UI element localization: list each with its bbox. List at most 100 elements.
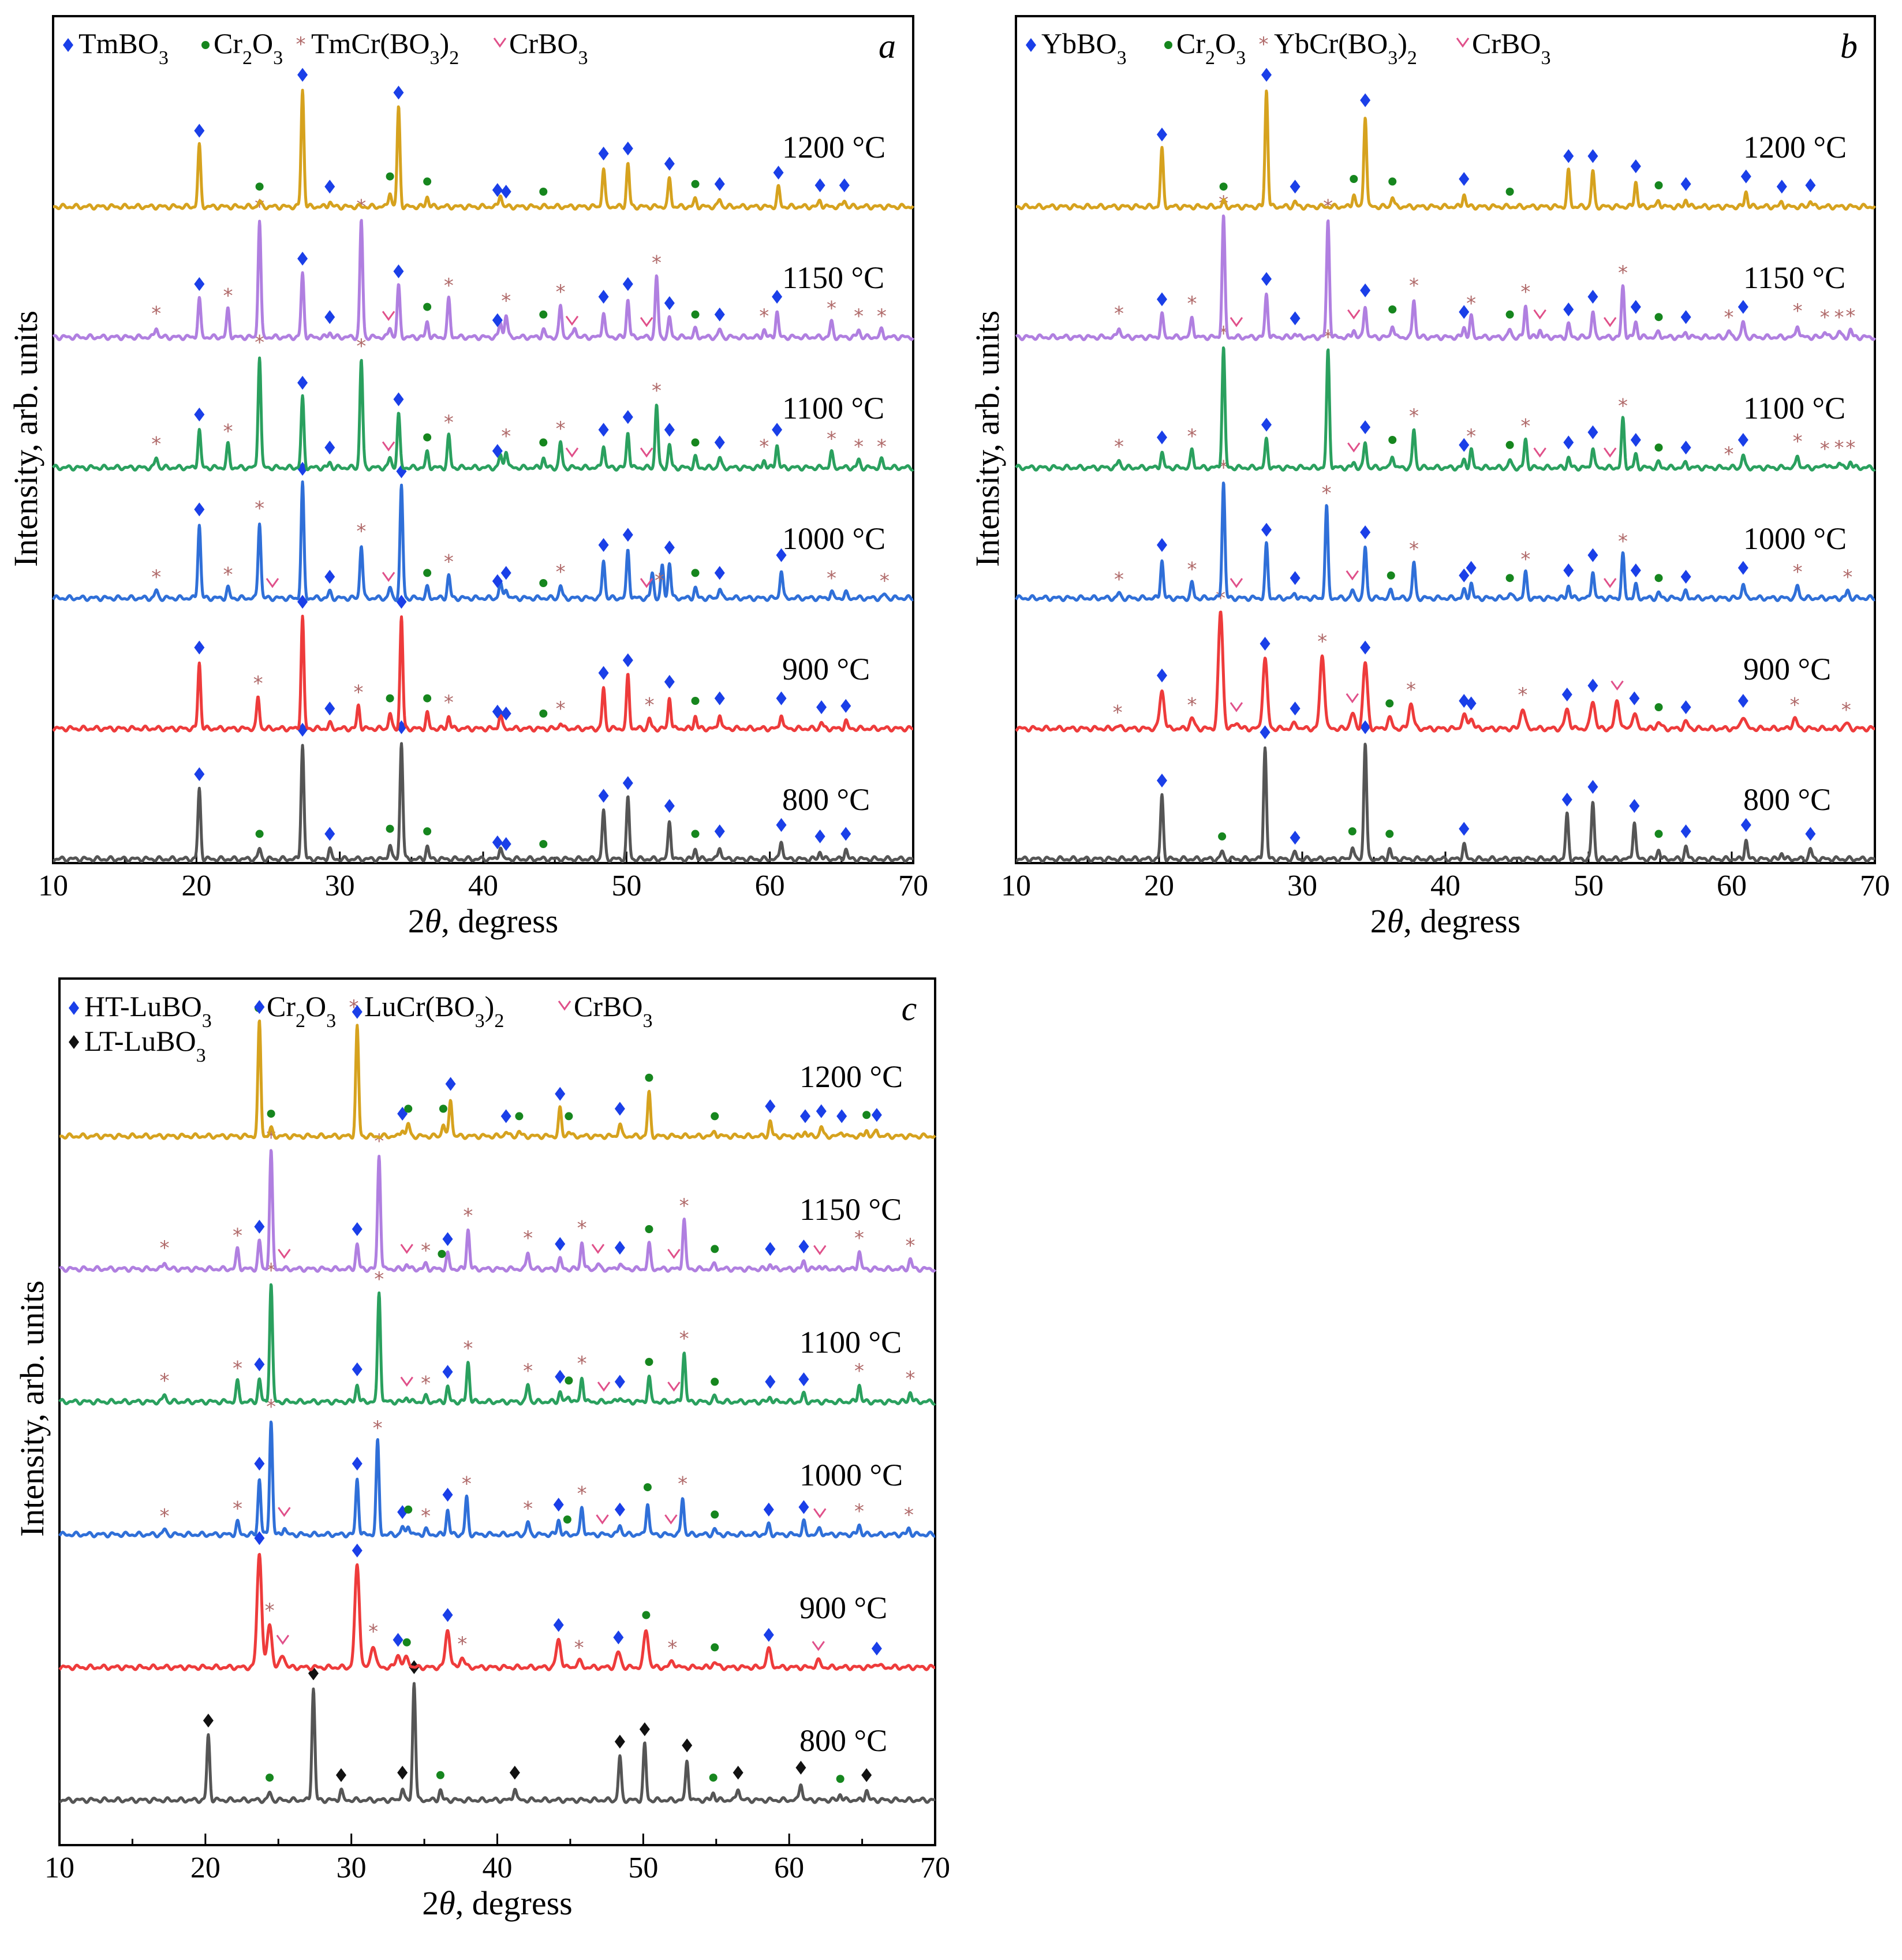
peak-marker (445, 1077, 456, 1091)
peak-marker (1360, 525, 1371, 539)
series-1200: 1200 °C (1015, 68, 1877, 211)
x-axis-label-theta: θ (439, 1884, 455, 1922)
peak-marker (539, 579, 548, 587)
peak-marker (1505, 310, 1514, 319)
peak-marker (492, 835, 503, 850)
peak-marker (1654, 181, 1663, 189)
temperature-label: 1000 °C (782, 521, 885, 556)
peak-marker (423, 433, 432, 442)
y-axis-label: Intensity, arb. units (969, 311, 1006, 567)
peak-marker (254, 1457, 265, 1471)
peak-marker: * (556, 561, 566, 584)
peak-marker: * (679, 1327, 689, 1350)
peak-marker (1261, 272, 1272, 286)
peak-marker (563, 1515, 571, 1524)
peak-marker: * (827, 297, 836, 320)
peak-marker (776, 548, 787, 562)
peak-marker (840, 699, 851, 713)
peak-marker: * (160, 1369, 170, 1392)
series-900: * * * * * * * * 900 °C (1015, 587, 1876, 733)
temperature-label: 1000 °C (799, 1458, 903, 1492)
peak-marker (1459, 822, 1470, 836)
peak-marker (1290, 180, 1301, 194)
peak-marker (276, 1634, 290, 1645)
peak-marker (1740, 818, 1751, 832)
peak-marker (711, 1245, 719, 1253)
x-tick-label: 20 (1144, 869, 1174, 902)
peak-marker (1680, 177, 1691, 191)
peak-marker: * (151, 566, 161, 589)
peak-marker (814, 829, 825, 843)
peak-marker (1360, 283, 1371, 297)
peak-marker (565, 1376, 573, 1385)
panel-letter: b (1840, 27, 1858, 65)
peak-marker (1737, 694, 1748, 708)
peak-marker (386, 694, 394, 703)
peak-marker (614, 1102, 625, 1116)
temperature-label: 1200 °C (799, 1059, 903, 1094)
series-1150: * ** *** *** * * * *1150 °C (1015, 192, 1877, 341)
peak-marker: * (501, 425, 511, 448)
legend-crbo3-part: 3 (578, 47, 588, 69)
peak-marker: * (655, 569, 664, 592)
legend-phase-1-part: 3 (202, 1010, 212, 1032)
peak-marker (324, 570, 335, 584)
legend-cr2o3-part: Cr (214, 27, 242, 59)
series-1100: *** **** *** *1100 °C (58, 1259, 936, 1406)
peak-marker (622, 528, 633, 542)
temperature-label: 1150 °C (799, 1192, 902, 1227)
peak-marker (1290, 701, 1301, 716)
peak-marker (1603, 578, 1617, 588)
peak-marker: * (265, 1599, 275, 1622)
peak-marker: * (1187, 558, 1197, 581)
legend-phase-1-part: HT-LuBO (84, 990, 202, 1022)
legend: YbBO3 Cr2O3* YbCr(BO3)2 CrBO3 (1026, 27, 1550, 69)
peak-marker: * (1406, 678, 1416, 701)
legend-cr2o3-part: 2 (296, 1010, 305, 1032)
peak-marker (436, 1771, 444, 1779)
x-tick-label: 40 (483, 1851, 513, 1884)
legend-ht-marker (1026, 38, 1036, 52)
peak-marker (1230, 702, 1243, 712)
peak-marker (776, 691, 787, 705)
peak-marker (861, 1768, 872, 1782)
peak-marker (555, 1369, 566, 1384)
peak-marker: * (1518, 684, 1527, 707)
legend-cr2o3-part: O (252, 27, 273, 59)
peak-marker (1459, 438, 1470, 452)
series-line (52, 614, 914, 733)
peak-marker (515, 1112, 524, 1121)
peak-marker (1563, 563, 1574, 577)
peak-marker: * (556, 281, 566, 304)
peak-marker (1505, 188, 1514, 196)
legend-cr2o3-part: 3 (1236, 47, 1246, 69)
peak-marker: * (1841, 699, 1851, 722)
peak-marker (622, 776, 633, 790)
peak-marker (714, 177, 725, 191)
peak-marker (393, 264, 404, 278)
y-axis-label: Intensity, arb. units (13, 1280, 51, 1537)
temperature-label: 900 °C (799, 1591, 887, 1625)
peak-marker (772, 290, 783, 304)
peak-marker (194, 277, 205, 291)
temperature-label: 1100 °C (799, 1325, 902, 1360)
peak-marker (591, 1244, 605, 1254)
peak-marker (194, 124, 205, 138)
peak-marker (500, 566, 511, 580)
peak-marker (640, 447, 653, 458)
peak-marker (194, 502, 205, 517)
peak-marker: * (574, 1636, 584, 1659)
peak-marker (645, 1225, 653, 1233)
temperature-label: 1150 °C (782, 260, 884, 295)
x-axis-label-part: 2 (408, 902, 425, 940)
peak-marker (278, 1507, 291, 1517)
peak-marker (1156, 128, 1167, 141)
peak-marker (1156, 430, 1167, 445)
peak-marker: * (1187, 693, 1197, 716)
peak-marker: * (255, 497, 264, 520)
peak-marker (1290, 571, 1301, 585)
temperature-label: 1000 °C (1743, 521, 1847, 556)
series-line (1015, 346, 1876, 472)
peak-marker (553, 1618, 564, 1632)
